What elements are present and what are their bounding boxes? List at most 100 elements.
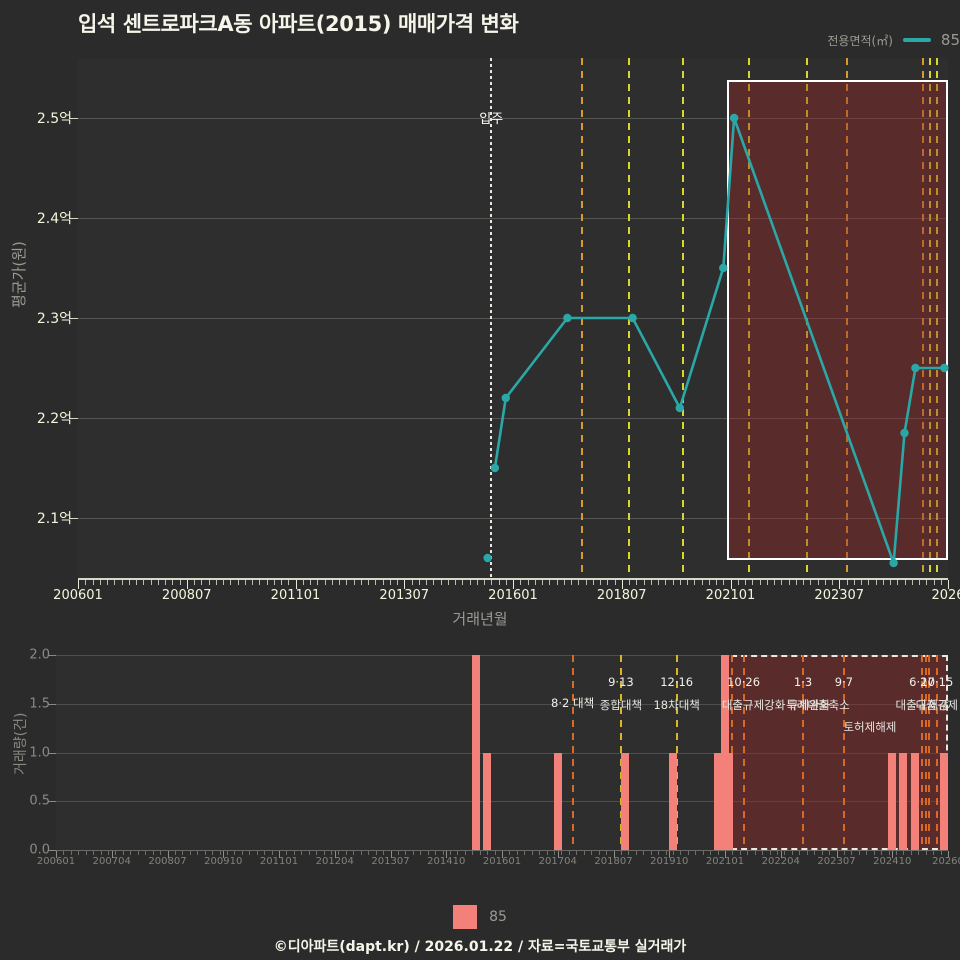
policy-annotation-date: 10·26 bbox=[727, 675, 761, 689]
volume-x-minor-tick bbox=[851, 851, 853, 855]
price-data-point bbox=[729, 113, 739, 123]
volume-x-minor-tick bbox=[687, 851, 689, 855]
volume-x-major-tick bbox=[390, 851, 392, 858]
volume-x-minor-tick bbox=[449, 851, 451, 855]
volume-x-minor-tick bbox=[524, 851, 526, 855]
price-x-minor-tick bbox=[832, 580, 833, 585]
volume-bar bbox=[483, 752, 492, 850]
price-x-minor-tick bbox=[687, 580, 688, 585]
volume-x-minor-tick bbox=[130, 851, 132, 855]
volume-x-major-tick bbox=[780, 851, 782, 858]
price-y-tickmark bbox=[69, 318, 78, 319]
volume-x-minor-tick bbox=[383, 851, 385, 855]
volume-x-minor-tick bbox=[881, 851, 883, 855]
volume-y-tickmark bbox=[48, 801, 56, 803]
price-x-minor-tick bbox=[317, 580, 319, 585]
price-x-minor-tick bbox=[527, 580, 529, 585]
price-x-minor-tick bbox=[810, 580, 812, 585]
price-x-major-tick bbox=[295, 580, 297, 589]
price-y-tick-label: 2.2억 bbox=[36, 411, 72, 427]
policy-annotation-label: 대출규제강화 bbox=[721, 698, 786, 712]
volume-policy-line bbox=[920, 655, 923, 850]
price-chart-plot-area: 평균가(원) 2.1억 2.2억 2.3억 2.4억 2.5억 입주 bbox=[10, 58, 949, 578]
volume-x-minor-tick bbox=[360, 851, 362, 855]
price-gridline bbox=[78, 218, 948, 219]
volume-x-major-tick bbox=[948, 851, 949, 858]
volume-x-minor-tick bbox=[293, 851, 295, 855]
volume-x-minor-tick bbox=[286, 851, 288, 855]
price-x-minor-tick bbox=[353, 580, 355, 585]
price-x-minor-tick bbox=[911, 580, 913, 585]
volume-chart-plot-area: 거래량(건) 0.0 0.5 1.0 1.5 2.0 8·2 대책 9·13 종합대책 12·… bbox=[13, 648, 958, 858]
volume-x-minor-tick bbox=[933, 851, 935, 855]
price-x-major-tick bbox=[186, 580, 188, 589]
volume-x-tick-label: 200601 bbox=[36, 856, 76, 867]
price-x-minor-tick bbox=[520, 580, 522, 585]
policy-annotation-date: 6·27 bbox=[909, 675, 935, 689]
price-x-minor-tick bbox=[868, 580, 870, 585]
volume-gridline bbox=[56, 703, 948, 705]
price-x-minor-tick bbox=[752, 580, 754, 585]
policy-annotation-label: 18차대책 bbox=[653, 698, 700, 712]
price-x-tick-label: 202307 bbox=[814, 588, 865, 603]
price-gridline bbox=[78, 518, 948, 519]
price-data-point bbox=[719, 263, 728, 273]
price-y-tickmark bbox=[69, 118, 78, 119]
price-data-point bbox=[940, 363, 949, 373]
volume-x-minor-tick bbox=[323, 851, 325, 855]
volume-policy-line bbox=[924, 655, 927, 850]
volume-x-minor-tick bbox=[888, 851, 890, 855]
price-x-minor-tick bbox=[882, 580, 884, 585]
price-y-axis-title: 평균가(원) bbox=[10, 241, 28, 308]
occupancy-line bbox=[490, 58, 493, 578]
volume-x-minor-tick bbox=[598, 851, 600, 855]
price-x-tick-label: 201807 bbox=[596, 588, 647, 603]
volume-x-minor-tick bbox=[197, 851, 199, 855]
price-x-minor-tick bbox=[919, 580, 920, 585]
volume-x-tick-label: 200807 bbox=[148, 856, 187, 867]
volume-x-minor-tick bbox=[643, 851, 645, 855]
volume-x-minor-tick bbox=[806, 851, 808, 855]
volume-x-minor-tick bbox=[457, 851, 459, 855]
price-x-minor-tick bbox=[397, 580, 398, 585]
volume-bar bbox=[553, 752, 562, 850]
volume-x-minor-tick bbox=[732, 851, 734, 855]
volume-x-minor-tick bbox=[85, 851, 87, 855]
price-x-minor-tick bbox=[150, 580, 152, 585]
price-x-minor-tick bbox=[672, 580, 674, 585]
volume-x-minor-tick bbox=[100, 851, 102, 855]
price-data-point bbox=[911, 363, 920, 373]
volume-x-minor-tick bbox=[160, 851, 162, 855]
price-x-minor-tick bbox=[716, 580, 717, 585]
price-x-tick-label: 201101 bbox=[270, 588, 321, 603]
volume-y-tickmark bbox=[48, 752, 56, 754]
volume-x-minor-tick bbox=[338, 851, 340, 855]
price-x-minor-tick bbox=[658, 580, 659, 585]
volume-x-axis-line bbox=[56, 850, 948, 851]
price-x-major-tick bbox=[839, 580, 841, 589]
legend-top: 전용면적(㎡) 85 bbox=[827, 31, 960, 49]
volume-y-tickmark bbox=[48, 655, 56, 656]
volume-x-major-tick bbox=[557, 851, 559, 858]
price-x-minor-tick bbox=[411, 580, 413, 585]
price-x-minor-tick bbox=[853, 580, 855, 585]
price-x-minor-tick bbox=[418, 580, 420, 585]
price-x-minor-tick bbox=[368, 580, 369, 585]
volume-x-tick-label: 201410 bbox=[427, 856, 466, 867]
price-data-point bbox=[889, 558, 898, 568]
volume-x-minor-tick bbox=[108, 851, 110, 855]
price-x-minor-tick bbox=[273, 580, 275, 585]
volume-x-minor-tick bbox=[137, 851, 139, 855]
volume-x-minor-tick bbox=[606, 851, 608, 855]
volume-x-minor-tick bbox=[762, 851, 764, 855]
volume-x-tick-label: 201601 bbox=[482, 856, 522, 867]
volume-y-tick-label: 2.0 bbox=[29, 647, 50, 663]
page-title: 입석 센트로파크A동 아파트(2015) 매매가격 변화 bbox=[78, 12, 519, 36]
price-x-minor-tick bbox=[114, 580, 116, 585]
volume-x-major-tick bbox=[725, 851, 726, 858]
volume-x-minor-tick bbox=[331, 851, 333, 855]
volume-x-minor-tick bbox=[821, 851, 823, 855]
volume-x-minor-tick bbox=[910, 851, 912, 855]
volume-x-minor-tick bbox=[940, 851, 942, 855]
volume-x-minor-tick bbox=[918, 851, 920, 855]
